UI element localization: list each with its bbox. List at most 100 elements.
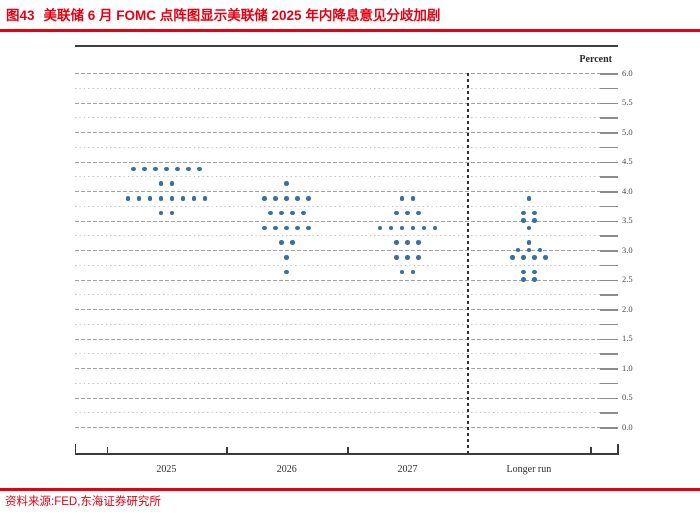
dot bbox=[158, 181, 164, 186]
dot bbox=[388, 225, 394, 231]
dot bbox=[416, 240, 421, 245]
y-tick-label: 6.0 bbox=[622, 67, 633, 78]
gridline-end-segment bbox=[600, 279, 618, 281]
gridline-major bbox=[75, 368, 600, 369]
dot bbox=[164, 166, 169, 172]
dot bbox=[284, 196, 290, 201]
gridline-end-segment bbox=[600, 294, 618, 296]
gridline-major bbox=[75, 161, 600, 163]
gridline-major bbox=[75, 309, 600, 310]
gridline-end-segment bbox=[600, 397, 618, 399]
x-axis-tick bbox=[590, 447, 592, 454]
dot bbox=[169, 181, 175, 186]
gridline-end-segment bbox=[600, 220, 618, 222]
y-tick-label: 3.5 bbox=[622, 215, 633, 225]
dot bbox=[142, 166, 147, 172]
footer-divider-line bbox=[0, 488, 700, 491]
category-label: Longer run bbox=[506, 463, 552, 475]
x-axis-line bbox=[74, 453, 619, 455]
dot bbox=[416, 210, 421, 216]
gridline-minor bbox=[75, 382, 600, 384]
dot bbox=[399, 196, 405, 201]
dot bbox=[526, 247, 532, 253]
dot bbox=[394, 240, 399, 245]
gridline-end-segment bbox=[600, 235, 618, 237]
y-tick-label: 2.5 bbox=[622, 274, 633, 284]
dot bbox=[394, 255, 399, 260]
dot bbox=[273, 196, 279, 201]
dot bbox=[278, 210, 284, 216]
y-tick-label: 0.0 bbox=[622, 421, 633, 432]
category-label: 2025 bbox=[156, 463, 177, 475]
dot bbox=[202, 196, 208, 201]
dot bbox=[394, 210, 399, 216]
y-axis-title: Percent bbox=[579, 54, 612, 65]
gridline-minor bbox=[75, 87, 600, 89]
gridline-end-segment bbox=[600, 117, 618, 119]
dot bbox=[521, 255, 526, 260]
dot bbox=[416, 255, 421, 260]
gridline-end-segment bbox=[600, 309, 618, 311]
dot bbox=[158, 210, 164, 216]
y-tick-label: 4.5 bbox=[622, 156, 633, 166]
dot bbox=[432, 225, 438, 231]
gridline-end-segment bbox=[600, 161, 618, 163]
gridline-end-segment bbox=[600, 176, 618, 178]
dot bbox=[131, 166, 136, 172]
dot bbox=[284, 181, 290, 186]
dot bbox=[521, 277, 526, 282]
figure-title: 美联储 6 月 FOMC 点阵图显示美联储 2025 年内降息意见分歧加剧 bbox=[43, 8, 441, 23]
chart-top-rule bbox=[75, 45, 618, 47]
gridline-end-segment bbox=[600, 146, 618, 149]
dot bbox=[169, 210, 175, 216]
dot bbox=[405, 240, 410, 245]
gridline-minor bbox=[75, 146, 600, 148]
gridline-major bbox=[75, 250, 600, 251]
dot bbox=[284, 255, 290, 260]
gridline-minor bbox=[75, 117, 600, 119]
dot bbox=[405, 255, 410, 260]
gridline-major bbox=[75, 427, 600, 428]
dot bbox=[180, 196, 186, 201]
gridline-major bbox=[75, 73, 600, 74]
gridline-minor bbox=[75, 412, 600, 414]
x-axis-tick bbox=[347, 447, 349, 454]
dot bbox=[136, 196, 142, 201]
dot bbox=[169, 196, 175, 201]
x-axis-tick bbox=[106, 447, 109, 454]
dot bbox=[125, 196, 131, 201]
dot bbox=[515, 247, 521, 253]
gridline-major bbox=[75, 191, 600, 192]
dot bbox=[284, 269, 290, 275]
dot bbox=[284, 225, 290, 231]
dot bbox=[521, 269, 526, 275]
dot bbox=[289, 240, 295, 245]
figure-number-tag: 图43 bbox=[6, 8, 35, 23]
dot bbox=[306, 196, 312, 201]
y-tick-label: 1.0 bbox=[622, 362, 633, 373]
gridline-end-segment bbox=[600, 412, 618, 414]
gridline-end-segment bbox=[600, 250, 618, 252]
dot bbox=[405, 210, 410, 216]
gridline-major bbox=[75, 338, 600, 340]
gridline-minor bbox=[75, 264, 600, 266]
dot bbox=[421, 225, 427, 231]
gridline-minor bbox=[75, 176, 600, 178]
y-tick-label: 2.0 bbox=[622, 303, 633, 314]
category-label: 2027 bbox=[397, 463, 418, 475]
dot bbox=[537, 247, 543, 253]
dot bbox=[377, 225, 383, 231]
dot bbox=[399, 269, 405, 275]
gridline-end-segment bbox=[600, 353, 618, 355]
gridline-end-segment bbox=[600, 73, 618, 75]
dot bbox=[543, 255, 548, 260]
gridline-end-segment bbox=[600, 102, 618, 104]
dot bbox=[295, 225, 301, 231]
x-axis-end-tick bbox=[74, 443, 77, 454]
dot bbox=[399, 225, 405, 231]
dot bbox=[521, 218, 526, 223]
gridline-major bbox=[75, 279, 600, 281]
gridline-major bbox=[75, 220, 600, 222]
dot bbox=[532, 210, 537, 216]
